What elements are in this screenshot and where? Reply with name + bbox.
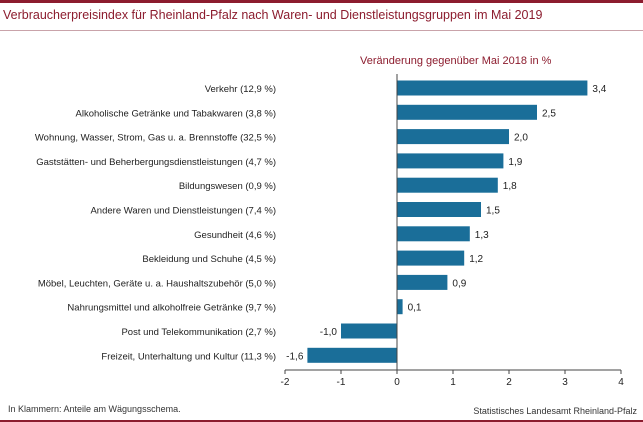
category-label: Möbel, Leuchten, Geräte u. a. Haushaltsz… — [38, 278, 276, 289]
data-label: 1,2 — [469, 254, 483, 265]
category-label: Andere Waren und Dienstleistungen (7,4 %… — [90, 206, 276, 217]
x-tick-label: -2 — [281, 377, 290, 388]
category-label: Verkehr (12,9 %) — [205, 84, 276, 95]
source-note: Statistisches Landesamt Rheinland-Pfalz — [473, 406, 637, 416]
bar — [397, 104, 537, 120]
data-label: 3,4 — [592, 84, 606, 95]
data-label: 1,8 — [503, 181, 517, 192]
x-tick-label: 2 — [506, 377, 512, 388]
bar — [397, 153, 504, 169]
category-label: Bekleidung und Schuhe (4,5 %) — [142, 254, 276, 265]
bar — [307, 347, 397, 363]
category-label: Wohnung, Wasser, Strom, Gas u. a. Brenns… — [35, 133, 276, 144]
bar — [397, 299, 403, 315]
x-tick-label: 1 — [450, 377, 456, 388]
x-tick-label: 3 — [562, 377, 568, 388]
bar — [397, 177, 498, 193]
x-tick-label: 4 — [618, 377, 624, 388]
category-label: Freizeit, Unterhaltung und Kultur (11,3 … — [101, 351, 276, 362]
category-label: Gesundheit (4,6 %) — [194, 230, 276, 241]
category-label: Bildungswesen (0,9 %) — [179, 181, 276, 192]
category-label: Post und Telekommunikation (2,7 %) — [121, 327, 276, 338]
data-label: 1,3 — [475, 230, 489, 241]
bar — [397, 202, 481, 217]
data-label: 1,9 — [508, 157, 522, 168]
subtitle-text: Veränderung gegenüber Mai 2018 in % — [360, 55, 552, 67]
data-label: 2,5 — [542, 108, 556, 119]
data-label: 0,9 — [452, 278, 466, 289]
bar — [397, 274, 448, 290]
x-tick-label: -1 — [337, 377, 346, 388]
data-label: 1,5 — [486, 206, 500, 217]
top-accent-line — [0, 0, 643, 3]
data-label: 0,1 — [408, 303, 422, 314]
bar — [397, 250, 465, 266]
title-divider — [0, 30, 643, 31]
data-label: -1,0 — [320, 327, 338, 338]
bottom-accent-line — [0, 420, 643, 422]
category-label: Alkoholische Getränke und Tabakwaren (3,… — [76, 108, 277, 119]
data-label: 2,0 — [514, 133, 528, 144]
bar — [397, 80, 588, 96]
bar — [397, 226, 470, 242]
footnote: In Klammern: Anteile am Wägungsschema. — [8, 404, 181, 414]
bar — [397, 129, 509, 145]
category-label: Nahrungsmittel und alkoholfreie Getränke… — [67, 303, 276, 314]
x-tick-label: 0 — [394, 377, 400, 388]
chart-title: Verbraucherpreisindex für Rheinland-Pfal… — [3, 8, 543, 22]
category-label: Gaststätten- und Beherbergungsdienstleis… — [36, 157, 276, 168]
bar — [341, 323, 397, 339]
data-label: -1,6 — [286, 351, 304, 362]
